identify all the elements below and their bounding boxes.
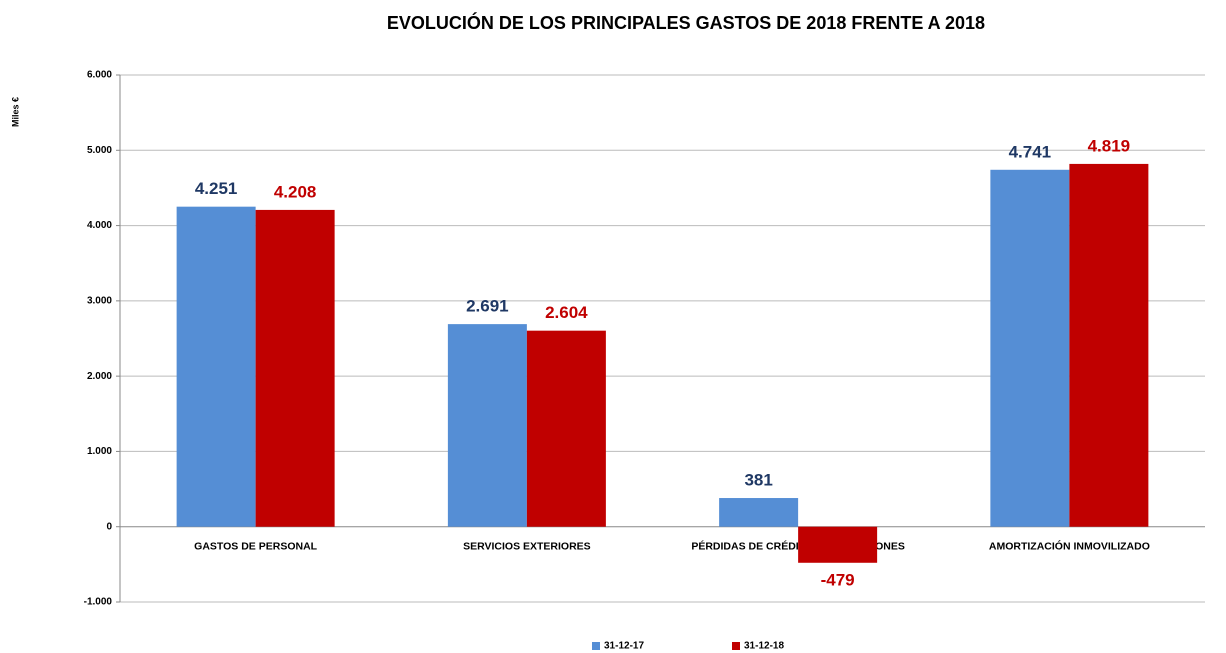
legend-label: 31-12-18 <box>744 641 784 652</box>
data-label: 4.819 <box>1088 136 1131 155</box>
y-tick-label: 0 <box>106 521 112 532</box>
y-axis-label: Miles € <box>10 97 20 127</box>
y-tick-label: 2.000 <box>87 371 112 382</box>
data-label: 381 <box>744 471 772 490</box>
y-tick-label: -1.000 <box>84 597 113 608</box>
data-label: -479 <box>821 570 855 589</box>
bar <box>1069 163 1149 527</box>
chart-title: EVOLUCIÓN DE LOS PRINCIPALES GASTOS DE 2… <box>387 12 985 33</box>
x-tick-label: SERVICIOS EXTERIORES <box>463 540 591 552</box>
y-tick-label: 6.000 <box>87 70 112 81</box>
bar <box>719 498 799 527</box>
bar <box>990 169 1070 527</box>
bar <box>176 206 256 527</box>
bar <box>447 324 527 527</box>
bar <box>255 209 335 527</box>
y-tick-label: 4.000 <box>87 220 112 231</box>
data-label: 4.741 <box>1009 142 1052 161</box>
legend-swatch <box>732 642 740 650</box>
y-tick-label: 3.000 <box>87 295 112 306</box>
y-tick-label: 5.000 <box>87 145 112 156</box>
x-tick-label: GASTOS DE PERSONAL <box>194 540 317 552</box>
legend-swatch <box>592 642 600 650</box>
data-label: 2.691 <box>466 297 509 316</box>
y-tick-label: 1.000 <box>87 446 112 457</box>
legend-label: 31-12-17 <box>604 641 644 652</box>
data-label: 4.251 <box>195 179 238 198</box>
bar <box>526 330 606 527</box>
data-label: 2.604 <box>545 303 588 322</box>
bar <box>798 526 878 563</box>
data-label: 4.208 <box>274 182 317 201</box>
x-tick-label: AMORTIZACIÓN INMOVILIZADO <box>989 539 1150 552</box>
